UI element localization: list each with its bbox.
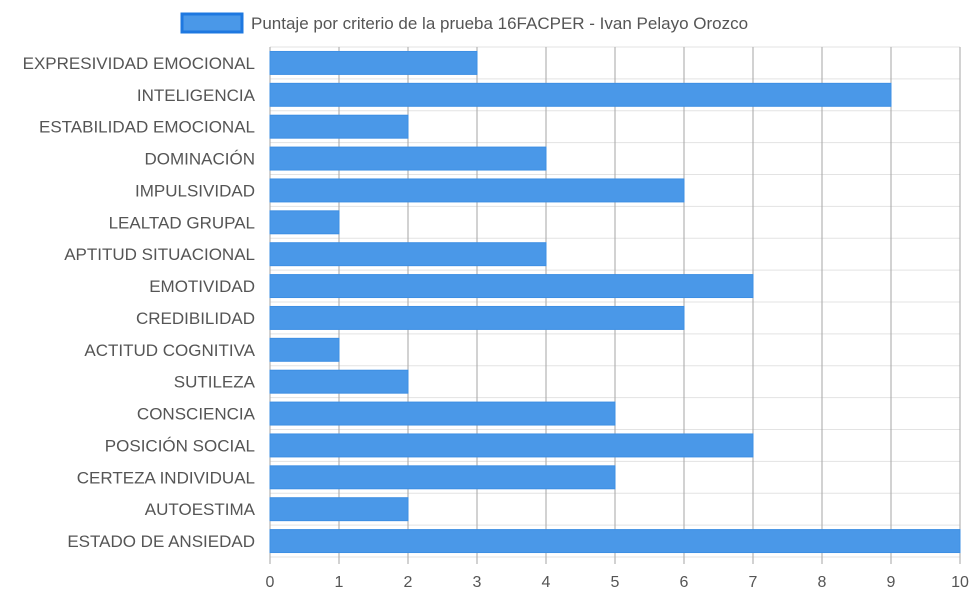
category-label: LEALTAD GRUPAL	[109, 213, 255, 232]
category-label: CONSCIENCIA	[137, 405, 256, 424]
x-tick-label: 2	[404, 574, 413, 591]
bar[interactable]	[269, 401, 616, 426]
x-tick-label: 4	[542, 574, 551, 591]
category-label: ESTABILIDAD EMOCIONAL	[39, 118, 255, 137]
category-label: SUTILEZA	[174, 373, 256, 392]
category-label: EXPRESIVIDAD EMOCIONAL	[23, 54, 255, 73]
x-tick-label: 5	[611, 574, 620, 591]
category-label: IMPULSIVIDAD	[135, 181, 255, 200]
bar[interactable]	[269, 210, 340, 235]
category-label: EMOTIVIDAD	[149, 277, 255, 296]
category-label: ACTITUD COGNITIVA	[84, 341, 255, 360]
bar[interactable]	[269, 274, 754, 299]
legend-label: Puntaje por criterio de la prueba 16FACP…	[251, 14, 748, 33]
x-tick-label: 1	[335, 574, 344, 591]
x-tick-label: 7	[749, 574, 758, 591]
bar[interactable]	[269, 305, 685, 330]
category-label: INTELIGENCIA	[137, 86, 256, 105]
value-axis: 0 1 2 3 4 5 6 7 8 9 10	[266, 574, 969, 591]
category-label: APTITUD SITUACIONAL	[64, 245, 255, 264]
bar[interactable]	[269, 433, 754, 458]
legend[interactable]: Puntaje por criterio de la prueba 16FACP…	[180, 12, 748, 34]
category-label: CERTEZA INDIVIDUAL	[77, 468, 255, 487]
category-axis: EXPRESIVIDAD EMOCIONAL INTELIGENCIA ESTABI…	[23, 54, 256, 551]
category-label: AUTOESTIMA	[145, 500, 256, 519]
bar[interactable]	[269, 369, 409, 394]
bar[interactable]	[269, 497, 409, 522]
category-label: ESTADO DE ANSIEDAD	[67, 532, 255, 551]
bar[interactable]	[269, 114, 409, 139]
category-label: POSICIÓN SOCIAL	[105, 436, 255, 455]
x-tick-label: 6	[680, 574, 689, 591]
bar[interactable]	[269, 242, 547, 267]
bar[interactable]	[269, 82, 892, 107]
bar[interactable]	[269, 529, 961, 554]
x-tick-label: 3	[473, 574, 482, 591]
category-label: DOMINACIÓN	[145, 150, 256, 169]
category-label: CREDIBILIDAD	[136, 309, 255, 328]
bar[interactable]	[269, 146, 547, 171]
bar[interactable]	[269, 465, 616, 490]
bar[interactable]	[269, 178, 685, 203]
x-tick-label: 9	[887, 574, 896, 591]
legend-swatch	[180, 12, 244, 34]
x-tick-label: 8	[818, 574, 827, 591]
bars	[269, 50, 961, 554]
bar[interactable]	[269, 50, 478, 75]
x-tick-label: 10	[951, 574, 969, 591]
x-tick-label: 0	[266, 574, 275, 591]
bar[interactable]	[269, 337, 340, 362]
